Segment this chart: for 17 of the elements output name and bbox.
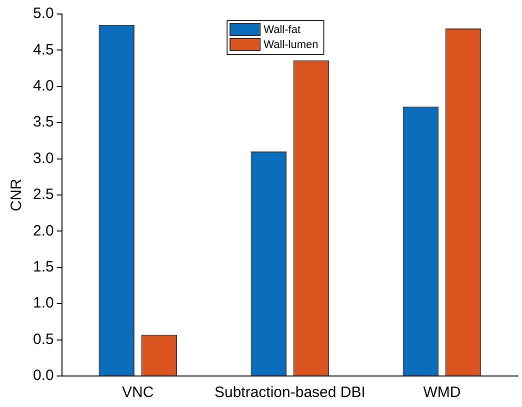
- y-tick-label: 0.5: [32, 330, 54, 348]
- x-tick-label: Subtraction-based DBI: [214, 384, 366, 402]
- y-tick-label: 4.5: [32, 41, 54, 58]
- y-tick-label: 1.5: [32, 258, 54, 276]
- y-axis-title: CNR: [8, 178, 26, 212]
- y-tick-label: 0.0: [32, 367, 54, 384]
- y-tick-label: 3.5: [32, 114, 54, 131]
- y-tick-label: 2.0: [32, 222, 54, 240]
- y-tick-label: 1.0: [32, 294, 54, 312]
- y-tick-label: 5.0: [32, 5, 54, 22]
- x-tick-label: VNC: [122, 384, 154, 402]
- y-tick-label: 2.5: [32, 186, 54, 204]
- y-tick-label: 4.0: [32, 78, 54, 95]
- legend-label: Wall-fat: [264, 24, 300, 36]
- y-tick-label: 3.0: [32, 150, 54, 167]
- legend-label: Wall-lumen: [264, 39, 318, 52]
- x-tick-label: WMD: [423, 384, 461, 402]
